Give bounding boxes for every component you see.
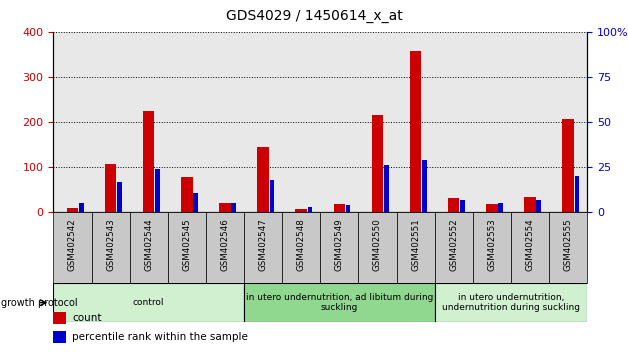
Text: GSM402553: GSM402553: [487, 218, 496, 271]
Bar: [296, 209, 307, 212]
Bar: [105, 164, 116, 212]
Text: in utero undernutrition, ad libitum during
suckling: in utero undernutrition, ad libitum duri…: [246, 293, 433, 312]
Text: percentile rank within the sample: percentile rank within the sample: [72, 332, 248, 342]
Bar: [232, 203, 236, 212]
Text: GSM402551: GSM402551: [411, 218, 420, 271]
Bar: [422, 160, 426, 212]
Bar: [333, 204, 345, 212]
Text: control: control: [133, 298, 165, 307]
Text: count: count: [72, 313, 102, 323]
Bar: [486, 204, 497, 212]
Bar: [117, 182, 122, 212]
FancyBboxPatch shape: [473, 212, 511, 283]
Text: GSM402550: GSM402550: [373, 218, 382, 271]
Bar: [53, 331, 66, 343]
Text: GSM402547: GSM402547: [259, 218, 268, 271]
Text: in utero undernutrition,
undernutrition during suckling: in utero undernutrition, undernutrition …: [442, 293, 580, 312]
Bar: [410, 51, 421, 212]
Bar: [193, 193, 198, 212]
Bar: [257, 147, 269, 212]
Text: GSM402555: GSM402555: [563, 218, 573, 271]
FancyBboxPatch shape: [53, 283, 244, 322]
FancyBboxPatch shape: [206, 212, 244, 283]
FancyBboxPatch shape: [244, 283, 435, 322]
FancyBboxPatch shape: [244, 212, 282, 283]
Text: growth protocol: growth protocol: [1, 298, 78, 308]
FancyBboxPatch shape: [282, 212, 320, 283]
Text: GSM402552: GSM402552: [449, 218, 458, 271]
FancyBboxPatch shape: [435, 212, 473, 283]
Bar: [536, 200, 541, 212]
FancyBboxPatch shape: [320, 212, 359, 283]
Bar: [269, 180, 274, 212]
Bar: [53, 312, 66, 324]
FancyBboxPatch shape: [53, 212, 92, 283]
Bar: [308, 207, 312, 212]
Text: GSM402543: GSM402543: [106, 218, 115, 271]
Bar: [79, 203, 84, 212]
FancyBboxPatch shape: [435, 283, 587, 322]
Bar: [67, 208, 78, 212]
Text: GSM402544: GSM402544: [144, 218, 153, 271]
Bar: [181, 177, 193, 212]
Bar: [499, 203, 503, 212]
Bar: [563, 119, 574, 212]
Text: GDS4029 / 1450614_x_at: GDS4029 / 1450614_x_at: [225, 9, 403, 23]
Bar: [372, 115, 383, 212]
Bar: [346, 205, 350, 212]
FancyBboxPatch shape: [168, 212, 206, 283]
FancyBboxPatch shape: [359, 212, 396, 283]
FancyBboxPatch shape: [511, 212, 549, 283]
Text: GSM402546: GSM402546: [220, 218, 229, 271]
Bar: [155, 169, 160, 212]
FancyBboxPatch shape: [92, 212, 129, 283]
Text: GSM402554: GSM402554: [526, 218, 534, 271]
Bar: [219, 203, 230, 212]
Bar: [384, 165, 389, 212]
Bar: [460, 200, 465, 212]
Bar: [575, 176, 579, 212]
FancyBboxPatch shape: [549, 212, 587, 283]
Text: GSM402549: GSM402549: [335, 218, 344, 271]
FancyBboxPatch shape: [129, 212, 168, 283]
Text: GSM402548: GSM402548: [296, 218, 306, 271]
FancyBboxPatch shape: [396, 212, 435, 283]
Bar: [524, 196, 536, 212]
Bar: [143, 111, 154, 212]
Text: GSM402545: GSM402545: [182, 218, 192, 271]
Bar: [448, 198, 460, 212]
Text: GSM402542: GSM402542: [68, 218, 77, 271]
